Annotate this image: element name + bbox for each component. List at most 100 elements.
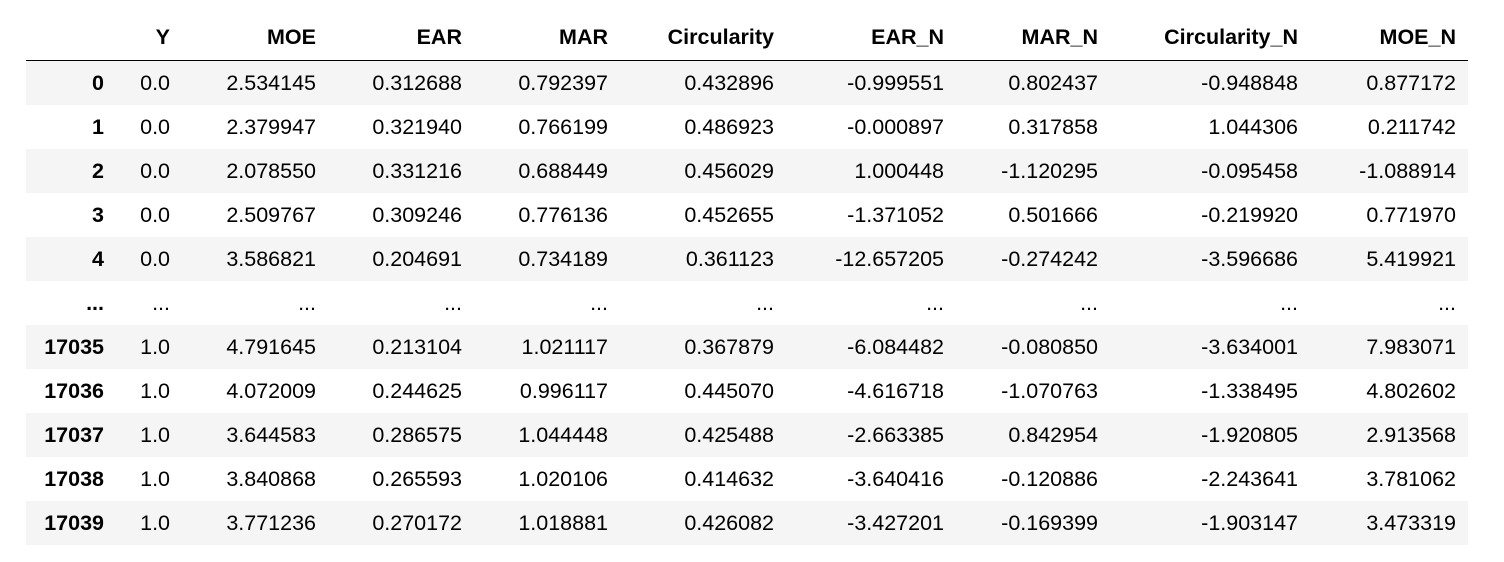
cell-mar: 1.021117 [521, 334, 608, 359]
cell-y: 1.0 [140, 466, 170, 491]
cell-moe-n: 2.913568 [1366, 422, 1456, 447]
index-cell: 0 [92, 70, 104, 95]
index-cell: 17035 [44, 334, 104, 359]
cell-ear: 0.204691 [372, 246, 462, 271]
table-body: 0 0.0 2.534145 0.312688 0.792397 0.432896 -0.9… [26, 60, 1468, 545]
table-row: 17038 1.0 3.840868 0.265593 1.020106 0.414632… [26, 457, 1468, 501]
cell-moe-n: 4.802602 [1366, 378, 1456, 403]
cell-ear-n: 1.000448 [854, 158, 944, 183]
cell-mar: 0.792397 [518, 70, 608, 95]
index-cell: 17038 [44, 466, 104, 491]
cell-mar-n: -0.120886 [1001, 466, 1098, 491]
cell-moe-n: 5.419921 [1366, 246, 1456, 271]
column-header-mar: MAR [474, 14, 620, 61]
cell-circularity-n: -0.095458 [1201, 158, 1298, 183]
cell-y: 0.0 [140, 70, 170, 95]
index-cell: 3 [92, 202, 104, 227]
cell-ear-n: -12.657205 [835, 246, 944, 271]
cell-mar-n: -1.120295 [1001, 158, 1098, 183]
cell-moe: 3.586821 [226, 246, 316, 271]
cell-moe: 3.771236 [226, 510, 316, 535]
cell-ear-n: -0.999551 [847, 70, 944, 95]
table-row: 17037 1.0 3.644583 0.286575 1.044448 0.425488… [26, 413, 1468, 457]
cell-moe-n: 0.211742 [1367, 114, 1456, 139]
cell-ear-n: -6.084482 [847, 334, 944, 359]
table-row: 3 0.0 2.509767 0.309246 0.776136 0.452655 -1.3… [26, 193, 1468, 237]
cell-mar: 0.688449 [518, 158, 608, 183]
cell-circularity-n: -1.338495 [1201, 378, 1298, 403]
column-header-ear: EAR [328, 14, 474, 61]
cell-circularity: 0.414632 [684, 466, 774, 491]
cell-ear: 0.213104 [372, 334, 462, 359]
cell-moe-n: 7.983071 [1366, 334, 1456, 359]
header-row: Y MOE EAR MAR Circularity EAR_N MAR_N Ci… [26, 14, 1468, 61]
table-row: 17035 1.0 4.791645 0.213104 1.021117 0.367879… [26, 325, 1468, 369]
cell-y: 0.0 [140, 202, 170, 227]
cell-ear: 0.309246 [372, 202, 462, 227]
cell-y: ... [152, 290, 170, 315]
cell-mar-n: 0.802437 [1008, 70, 1098, 95]
cell-ear: 0.321940 [372, 114, 462, 139]
cell-mar-n: 0.317858 [1008, 114, 1098, 139]
cell-y: 1.0 [140, 378, 170, 403]
table-row: 2 0.0 2.078550 0.331216 0.688449 0.456029 1.00… [26, 149, 1468, 193]
cell-ear-n: -2.663385 [847, 422, 944, 447]
column-header-circularity-n: Circularity_N [1110, 14, 1310, 61]
cell-ear-n: -0.000897 [847, 114, 944, 139]
table-row: 1 0.0 2.379947 0.321940 0.766199 0.486923 -0.0… [26, 105, 1468, 149]
cell-mar: 1.020106 [518, 466, 608, 491]
cell-ear: 0.312688 [372, 70, 462, 95]
cell-y: 1.0 [140, 510, 170, 535]
cell-circularity: 0.452655 [684, 202, 774, 227]
dataframe-table: Y MOE EAR MAR Circularity EAR_N MAR_N Ci… [26, 14, 1468, 545]
index-cell: ... [86, 290, 104, 315]
cell-mar: ... [590, 290, 608, 315]
cell-circularity: 0.486923 [684, 114, 774, 139]
cell-moe: 2.509767 [226, 202, 316, 227]
table-row: .............................. [26, 281, 1468, 325]
cell-circularity-n: -3.596686 [1201, 246, 1298, 271]
cell-y: 1.0 [140, 422, 170, 447]
cell-ear: ... [444, 290, 462, 315]
cell-moe-n: ... [1438, 290, 1456, 315]
column-header-moe-n: MOE_N [1310, 14, 1468, 61]
cell-moe: 4.791645 [226, 334, 316, 359]
cell-circularity-n: ... [1280, 290, 1298, 315]
cell-circularity: 0.456029 [684, 158, 774, 183]
cell-mar: 0.734189 [518, 246, 608, 271]
cell-moe-n: 0.771970 [1366, 202, 1456, 227]
index-header [26, 14, 116, 61]
cell-ear: 0.270172 [372, 510, 462, 535]
cell-circularity: 0.432896 [684, 70, 774, 95]
table-row: 17039 1.0 3.771236 0.270172 1.018881 0.426082… [26, 501, 1468, 545]
cell-mar-n: -0.080850 [1001, 334, 1098, 359]
cell-circularity-n: -0.948848 [1201, 70, 1298, 95]
cell-y: 0.0 [140, 246, 170, 271]
cell-circularity: 0.426082 [684, 510, 774, 535]
index-cell: 17037 [44, 422, 104, 447]
cell-y: 0.0 [140, 114, 170, 139]
cell-circularity: ... [756, 290, 774, 315]
table-row: 17036 1.0 4.072009 0.244625 0.996117 0.445070… [26, 369, 1468, 413]
cell-y: 1.0 [140, 334, 170, 359]
cell-circularity-n: 1.044306 [1208, 114, 1298, 139]
index-cell: 2 [92, 158, 104, 183]
cell-ear: 0.331216 [372, 158, 462, 183]
cell-moe: ... [298, 290, 316, 315]
table-row: 4 0.0 3.586821 0.204691 0.734189 0.361123 -12.… [26, 237, 1468, 281]
cell-circularity-n: -0.219920 [1201, 202, 1298, 227]
cell-circularity: 0.425488 [684, 422, 774, 447]
index-cell: 4 [92, 246, 104, 271]
cell-moe: 2.078550 [226, 158, 316, 183]
cell-ear: 0.286575 [372, 422, 462, 447]
cell-moe: 2.534145 [226, 70, 316, 95]
index-cell: 1 [92, 114, 104, 139]
cell-ear-n: ... [926, 290, 944, 315]
table-row: 0 0.0 2.534145 0.312688 0.792397 0.432896 -0.9… [26, 60, 1468, 105]
cell-mar: 1.018881 [518, 510, 608, 535]
cell-moe: 2.379947 [226, 114, 316, 139]
cell-moe-n: 0.877172 [1366, 70, 1456, 95]
index-cell: 17036 [44, 378, 104, 403]
cell-mar: 1.044448 [518, 422, 608, 447]
dataframe-output: Y MOE EAR MAR Circularity EAR_N MAR_N Ci… [26, 14, 1486, 545]
